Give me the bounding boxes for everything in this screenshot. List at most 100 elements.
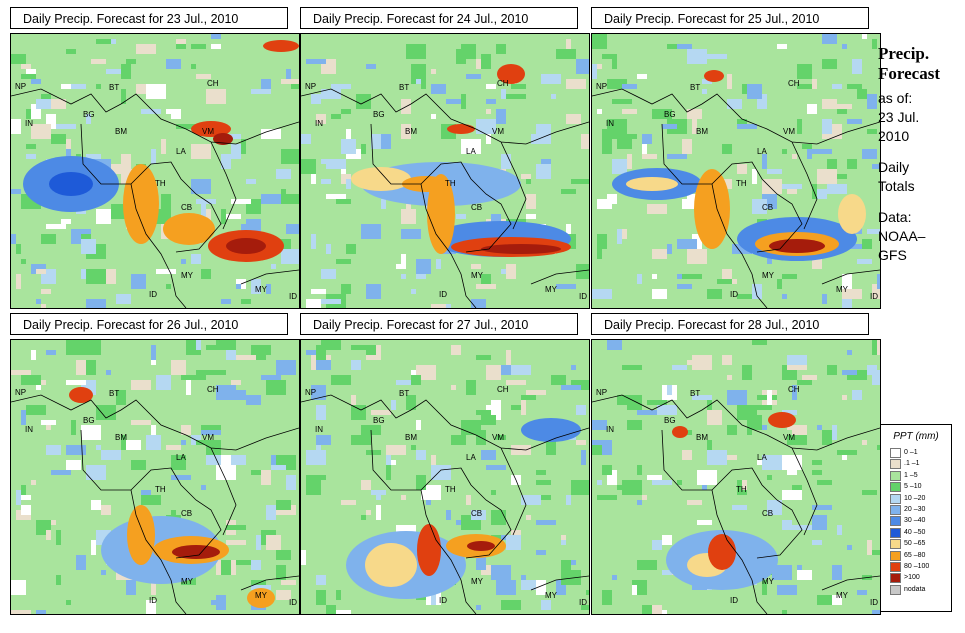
legend-item: >100 xyxy=(881,572,951,584)
precip-cell xyxy=(69,387,93,403)
country-label: LA xyxy=(466,147,476,156)
precip-map: NP BT IN BG BM CH VM LA TH CB MY ID MY ID xyxy=(591,339,881,615)
asof-date-line1: 23 Jul. xyxy=(878,109,920,125)
precip-cell xyxy=(672,426,688,438)
precip-cell xyxy=(704,70,724,82)
asof-label: as of: xyxy=(878,90,913,106)
country-label: MY xyxy=(255,591,268,600)
precip-cell xyxy=(467,541,495,551)
country-label: ID xyxy=(149,596,157,605)
precip-field: NP BT IN BG BM CH VM LA TH CB MY ID MY ID xyxy=(11,34,299,308)
country-label: ID xyxy=(870,292,878,301)
precip-cell xyxy=(247,588,275,608)
country-label: IN xyxy=(25,119,33,128)
country-label: LA xyxy=(176,147,186,156)
legend-item: 5 –10 xyxy=(881,481,951,493)
legend-item: nodata xyxy=(881,584,951,595)
legend-item: 10 –20 xyxy=(881,493,951,504)
country-label: NP xyxy=(596,82,607,91)
precip-cell xyxy=(768,412,796,428)
panel-title: Daily Precip. Forecast for 25 Jul., 2010 xyxy=(591,7,869,29)
country-label: ID xyxy=(730,290,738,299)
country-label: MY xyxy=(545,591,558,600)
forecast-panel-28-jul: Daily Precip. Forecast for 28 Jul., 2010… xyxy=(591,313,881,615)
country-label: ID xyxy=(579,598,587,607)
precip-cell xyxy=(365,543,417,587)
side-info: Precip. Forecast as of: 23 Jul. 2010 Dai… xyxy=(878,44,963,265)
precip-cell xyxy=(497,64,525,84)
country-label: ID xyxy=(870,598,878,607)
country-label: VM xyxy=(492,433,504,442)
country-label: TH xyxy=(736,179,747,188)
country-label: CH xyxy=(207,385,219,394)
country-label: CH xyxy=(788,385,800,394)
country-borders xyxy=(301,88,589,308)
country-label: ID xyxy=(730,596,738,605)
legend-swatch xyxy=(890,493,901,504)
country-label: ID xyxy=(579,292,587,301)
country-label: MY xyxy=(471,577,484,586)
country-label: LA xyxy=(757,147,767,156)
legend-label: 1 –5 xyxy=(904,471,918,479)
precip-cell xyxy=(163,213,215,245)
country-label: MY xyxy=(471,271,484,280)
precip-field: NP BT IN BG BM CH VM LA TH CB MY ID MY ID xyxy=(11,340,299,614)
country-label: TH xyxy=(445,485,456,494)
country-label: BT xyxy=(109,389,119,398)
legend-item: .1 –1 xyxy=(881,458,951,470)
precip-field: NP BT IN BG BM CH VM LA TH CB MY ID MY ID xyxy=(592,340,880,614)
totals-line1: Daily xyxy=(878,159,910,175)
country-borders xyxy=(11,88,299,308)
precip-cell xyxy=(49,172,93,196)
precip-map: NP BT IN BG BM CH VM LA TH CB MY ID MY ID xyxy=(300,339,590,615)
country-label: CH xyxy=(207,79,219,88)
country-label: VM xyxy=(783,433,795,442)
panel-title: Daily Precip. Forecast for 23 Jul., 2010 xyxy=(10,7,288,29)
precip-cell xyxy=(172,545,220,559)
country-label: BG xyxy=(83,416,95,425)
country-label: BM xyxy=(405,433,417,442)
country-label: BM xyxy=(696,127,708,136)
country-label: CB xyxy=(181,509,192,518)
country-label: ID xyxy=(289,598,297,607)
country-borders xyxy=(592,394,880,614)
panel-title: Daily Precip. Forecast for 24 Jul., 2010 xyxy=(300,7,578,29)
country-label: BG xyxy=(664,110,676,119)
country-borders xyxy=(301,394,589,614)
legend-item: 80 –100 xyxy=(881,561,951,572)
country-label: NP xyxy=(596,388,607,397)
forecast-panel-25-jul: Daily Precip. Forecast for 25 Jul., 2010… xyxy=(591,7,881,309)
forecast-panel-23-jul: Daily Precip. Forecast for 23 Jul., 2010… xyxy=(10,7,300,309)
country-label: BM xyxy=(696,433,708,442)
panel-title: Daily Precip. Forecast for 27 Jul., 2010 xyxy=(300,313,578,335)
country-label: IN xyxy=(606,425,614,434)
precip-cell xyxy=(708,534,736,570)
precip-cell xyxy=(127,505,155,565)
legend-label: .1 –1 xyxy=(904,460,920,468)
legend-label: 65 –80 xyxy=(904,551,926,559)
precip-cell xyxy=(521,418,581,442)
country-label: CH xyxy=(497,385,509,394)
legend-label: 10 –20 xyxy=(904,494,926,502)
precip-cell xyxy=(191,121,231,137)
legend-swatch xyxy=(890,561,901,572)
precip-cell xyxy=(213,133,233,145)
legend-item: 20 –30 xyxy=(881,504,951,515)
country-label: MY xyxy=(836,591,849,600)
country-label: BT xyxy=(690,83,700,92)
legend-swatch xyxy=(890,584,901,595)
country-label: ID xyxy=(149,290,157,299)
legend-item: 0 –1 xyxy=(881,447,951,458)
precip-cell xyxy=(769,239,825,253)
country-label: CH xyxy=(788,79,800,88)
precip-field: NP BT IN BG BM CH VM LA TH CB MY ID MY ID xyxy=(592,34,880,308)
legend-item: 40 –50 xyxy=(881,527,951,538)
precip-cell xyxy=(123,164,159,244)
country-label: TH xyxy=(155,179,166,188)
country-label: CB xyxy=(471,203,482,212)
legend-swatch xyxy=(890,482,901,493)
legend-label: 80 –100 xyxy=(904,562,930,570)
country-label: ID xyxy=(439,290,447,299)
forecast-panel-24-jul: Daily Precip. Forecast for 24 Jul., 2010… xyxy=(300,7,590,309)
panel-title: Daily Precip. Forecast for 28 Jul., 2010 xyxy=(591,313,869,335)
